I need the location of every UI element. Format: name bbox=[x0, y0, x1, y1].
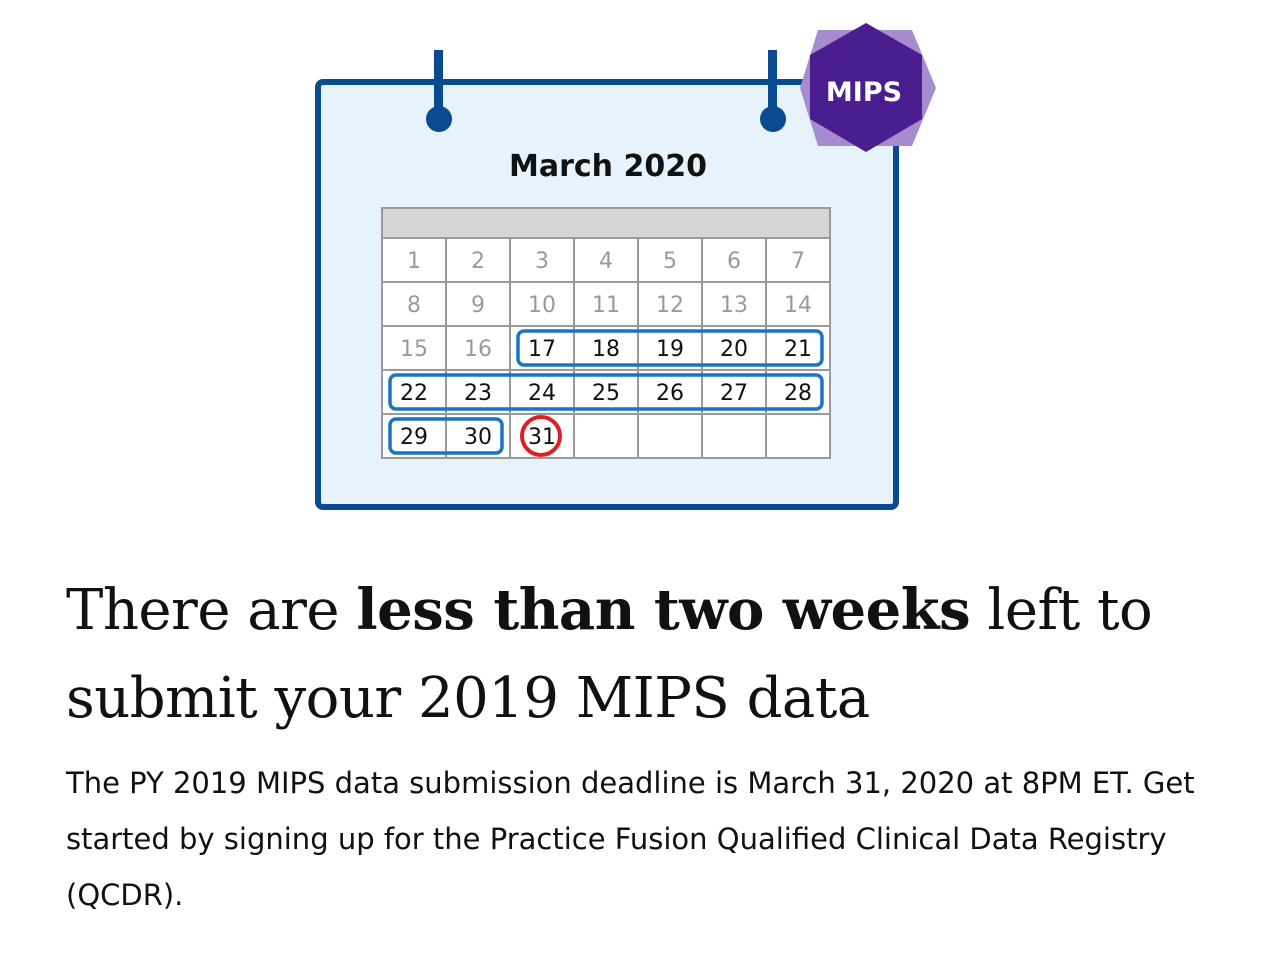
calendar-day-20: 20 bbox=[720, 337, 748, 362]
calendar-day-17: 17 bbox=[528, 337, 556, 362]
calendar-day-27: 27 bbox=[720, 381, 748, 406]
headline-emphasis: less than two weeks bbox=[356, 577, 971, 643]
highlighted-week-17-21 bbox=[516, 329, 824, 367]
calendar-day-25: 25 bbox=[592, 381, 620, 406]
calendar-day-7: 7 bbox=[791, 249, 805, 274]
calendar-day-15: 15 bbox=[400, 337, 428, 362]
calendar-day-13: 13 bbox=[720, 293, 748, 318]
mips-badge-label: MIPS bbox=[826, 77, 902, 108]
binder-ring-right bbox=[760, 50, 786, 132]
calendar-day-5: 5 bbox=[663, 249, 677, 274]
page-headline: There are less than two weeks left to su… bbox=[66, 566, 1216, 743]
calendar-grid-frame bbox=[381, 207, 831, 459]
calendar-day-14: 14 bbox=[784, 293, 812, 318]
calendar-month-label: March 2020 bbox=[509, 149, 707, 184]
calendar-day-29: 29 bbox=[400, 425, 428, 450]
calendar-day-28: 28 bbox=[784, 381, 812, 406]
calendar-header-bar bbox=[381, 207, 831, 239]
headline-after: left to submit your 2019 MIPS data bbox=[66, 578, 1153, 731]
calendar-day-18: 18 bbox=[592, 337, 620, 362]
calendar-day-16: 16 bbox=[464, 337, 492, 362]
mips-badge: MIPS bbox=[800, 23, 936, 152]
calendar-day-31: 31 bbox=[528, 425, 556, 450]
calendar-day-9: 9 bbox=[471, 293, 485, 318]
highlighted-week-29-30 bbox=[388, 417, 504, 455]
calendar-day-10: 10 bbox=[528, 293, 556, 318]
calendar-day-6: 6 bbox=[727, 249, 741, 274]
headline-before: There are bbox=[66, 578, 357, 643]
calendar-day-11: 11 bbox=[592, 293, 620, 318]
deadline-description: The PY 2019 MIPS data submission deadlin… bbox=[66, 766, 1195, 912]
calendar-day-26: 26 bbox=[656, 381, 684, 406]
binder-ring-left bbox=[426, 50, 452, 132]
calendar-day-21: 21 bbox=[784, 337, 812, 362]
calendar-day-19: 19 bbox=[656, 337, 684, 362]
deadline-circle bbox=[520, 415, 562, 457]
calendar-day-22: 22 bbox=[400, 381, 428, 406]
calendar-day-23: 23 bbox=[464, 381, 492, 406]
calendar-day-30: 30 bbox=[464, 425, 492, 450]
calendar-day-4: 4 bbox=[599, 249, 613, 274]
calendar-day-12: 12 bbox=[656, 293, 684, 318]
calendar-day-2: 2 bbox=[471, 249, 485, 274]
calendar-day-8: 8 bbox=[407, 293, 421, 318]
calendar-day-3: 3 bbox=[535, 249, 549, 274]
highlighted-week-22-28 bbox=[388, 373, 824, 411]
calendar-day-1: 1 bbox=[407, 249, 421, 274]
calendar-day-24: 24 bbox=[528, 381, 556, 406]
